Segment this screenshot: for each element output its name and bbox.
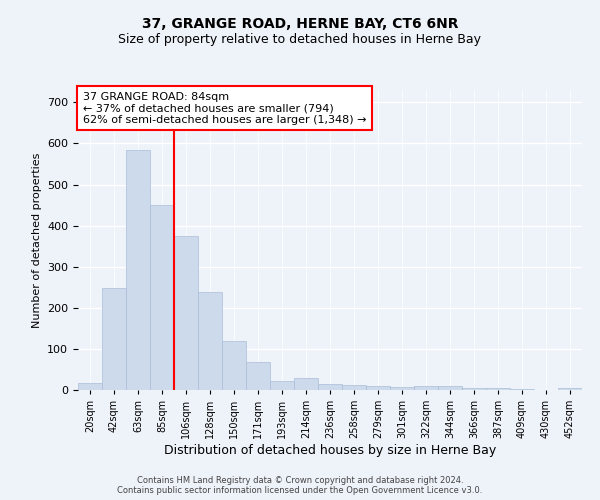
- Bar: [390, 387, 414, 390]
- Text: Contains HM Land Registry data © Crown copyright and database right 2024.
Contai: Contains HM Land Registry data © Crown c…: [118, 476, 482, 495]
- Bar: [78, 382, 102, 390]
- Bar: [342, 385, 366, 390]
- Bar: [486, 388, 510, 390]
- Text: 37 GRANGE ROAD: 84sqm
← 37% of detached houses are smaller (794)
62% of semi-det: 37 GRANGE ROAD: 84sqm ← 37% of detached …: [83, 92, 367, 124]
- Y-axis label: Number of detached properties: Number of detached properties: [32, 152, 41, 328]
- Bar: [510, 389, 534, 390]
- Bar: [438, 386, 462, 390]
- Bar: [174, 236, 198, 390]
- Bar: [558, 388, 582, 390]
- Bar: [198, 292, 222, 390]
- Bar: [102, 288, 126, 390]
- X-axis label: Distribution of detached houses by size in Herne Bay: Distribution of detached houses by size …: [164, 444, 496, 457]
- Bar: [318, 384, 342, 390]
- Bar: [222, 340, 246, 390]
- Bar: [246, 362, 270, 390]
- Bar: [366, 386, 390, 390]
- Text: Size of property relative to detached houses in Herne Bay: Size of property relative to detached ho…: [119, 32, 482, 46]
- Bar: [126, 150, 150, 390]
- Bar: [294, 378, 318, 390]
- Bar: [414, 386, 438, 390]
- Bar: [150, 205, 174, 390]
- Bar: [462, 388, 486, 390]
- Text: 37, GRANGE ROAD, HERNE BAY, CT6 6NR: 37, GRANGE ROAD, HERNE BAY, CT6 6NR: [142, 18, 458, 32]
- Bar: [270, 381, 294, 390]
